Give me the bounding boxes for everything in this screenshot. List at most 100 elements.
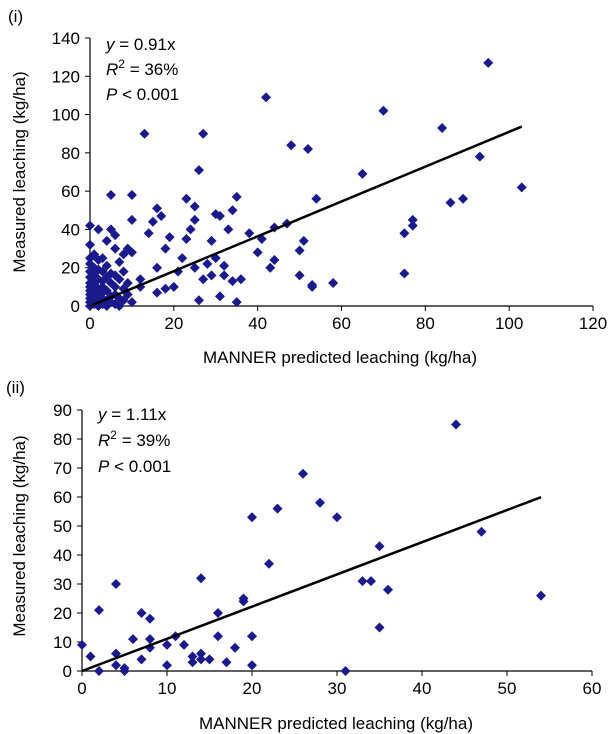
data-point: [298, 235, 309, 246]
data-point: [252, 247, 263, 258]
y-tick-label: 120: [52, 67, 80, 86]
data-point: [101, 260, 112, 271]
data-point: [162, 660, 172, 671]
data-point: [152, 262, 163, 273]
data-point: [407, 220, 418, 231]
data-point: [378, 105, 389, 116]
data-point: [366, 576, 376, 587]
data-point: [168, 281, 179, 292]
data-point: [247, 512, 257, 523]
data-point: [269, 255, 280, 266]
y-tick-label: 60: [53, 488, 72, 507]
data-point: [332, 512, 342, 523]
data-point: [247, 660, 257, 671]
y-tick-label: 80: [61, 144, 80, 163]
data-point: [94, 666, 104, 676]
data-point: [111, 660, 121, 671]
data-point: [85, 651, 96, 662]
chart-panel-ii: (ii) y = 1.11x R2 = 39% P < 0.001 MANNER…: [6, 378, 601, 733]
data-point: [265, 262, 276, 273]
data-point: [118, 295, 129, 306]
r-squared-annotation-ii: R2 = 39%: [98, 428, 170, 450]
data-point: [118, 266, 129, 277]
y-axis-title-i: Measured leaching (kg/ha): [10, 71, 29, 272]
data-point: [407, 214, 418, 225]
data-point: [474, 151, 485, 162]
data-point: [160, 283, 171, 294]
data-point: [126, 189, 137, 200]
data-point: [302, 144, 313, 155]
data-point: [114, 274, 125, 285]
data-point: [231, 191, 242, 202]
data-point: [223, 224, 234, 235]
y-tick-label: 10: [53, 633, 72, 652]
x-tick-label: 20: [243, 679, 262, 698]
data-point: [110, 281, 121, 292]
x-tick-label: 10: [158, 679, 177, 698]
data-point: [328, 278, 339, 289]
y-tick-label: 40: [61, 220, 80, 239]
data-point: [214, 291, 225, 302]
x-tick-label: 40: [413, 679, 432, 698]
data-point: [177, 253, 188, 264]
data-point: [219, 270, 230, 281]
y-tick-label: 50: [53, 517, 72, 536]
data-point: [193, 295, 204, 306]
data-point: [189, 201, 200, 212]
data-point: [247, 631, 257, 642]
data-point: [213, 608, 223, 618]
data-point: [357, 576, 368, 587]
data-point: [152, 287, 163, 298]
data-point: [128, 634, 138, 645]
data-point: [206, 235, 217, 246]
y-tick-label: 30: [53, 575, 72, 594]
x-axis-title-ii: MANNER predicted leaching (kg/ha): [199, 714, 473, 733]
y-tick-label: 90: [53, 401, 72, 420]
data-point: [437, 122, 448, 133]
x-tick-label: 30: [328, 679, 347, 698]
data-point: [135, 274, 146, 285]
panel-label-i: (i): [8, 7, 23, 26]
data-point: [536, 590, 546, 601]
data-point: [204, 654, 215, 665]
data-point: [126, 297, 137, 308]
equation-annotation-i: y = 0.91x: [105, 35, 176, 54]
data-point: [272, 503, 283, 514]
data-point: [221, 657, 232, 668]
data-point: [196, 648, 206, 659]
data-point: [227, 276, 238, 287]
data-point: [445, 197, 456, 208]
data-point: [179, 639, 189, 650]
regression-line-ii: [81, 496, 542, 673]
y-tick-label: 40: [53, 546, 72, 565]
data-point: [136, 654, 147, 665]
data-point: [162, 639, 172, 650]
data-point: [111, 579, 121, 589]
data-point: [164, 232, 175, 243]
y-tick-label: 0: [71, 297, 80, 316]
data-point: [235, 274, 246, 285]
data-point: [93, 255, 104, 266]
y-tick-label: 60: [61, 182, 80, 201]
data-point: [181, 234, 192, 244]
data-point: [374, 622, 385, 633]
data-point: [206, 270, 217, 281]
p-value-annotation-i: P < 0.001: [106, 85, 179, 104]
x-axis-title-i: MANNER predicted leaching (kg/ha): [203, 348, 477, 367]
data-point: [77, 639, 87, 650]
data-point: [219, 260, 230, 271]
p-value-annotation-ii: P < 0.001: [98, 457, 171, 476]
data-point: [139, 128, 150, 139]
y-tick-label: 0: [63, 662, 72, 681]
data-point: [307, 279, 318, 290]
data-point: [181, 193, 192, 204]
data-point: [198, 274, 209, 285]
data-point: [187, 657, 198, 668]
data-point: [298, 468, 308, 479]
y-tick-label: 100: [52, 106, 80, 125]
data-point: [244, 228, 255, 239]
data-point: [202, 258, 213, 269]
data-point: [85, 220, 95, 231]
x-tick-label: 20: [164, 314, 183, 333]
equation-annotation-ii: y = 1.11x: [97, 405, 167, 424]
